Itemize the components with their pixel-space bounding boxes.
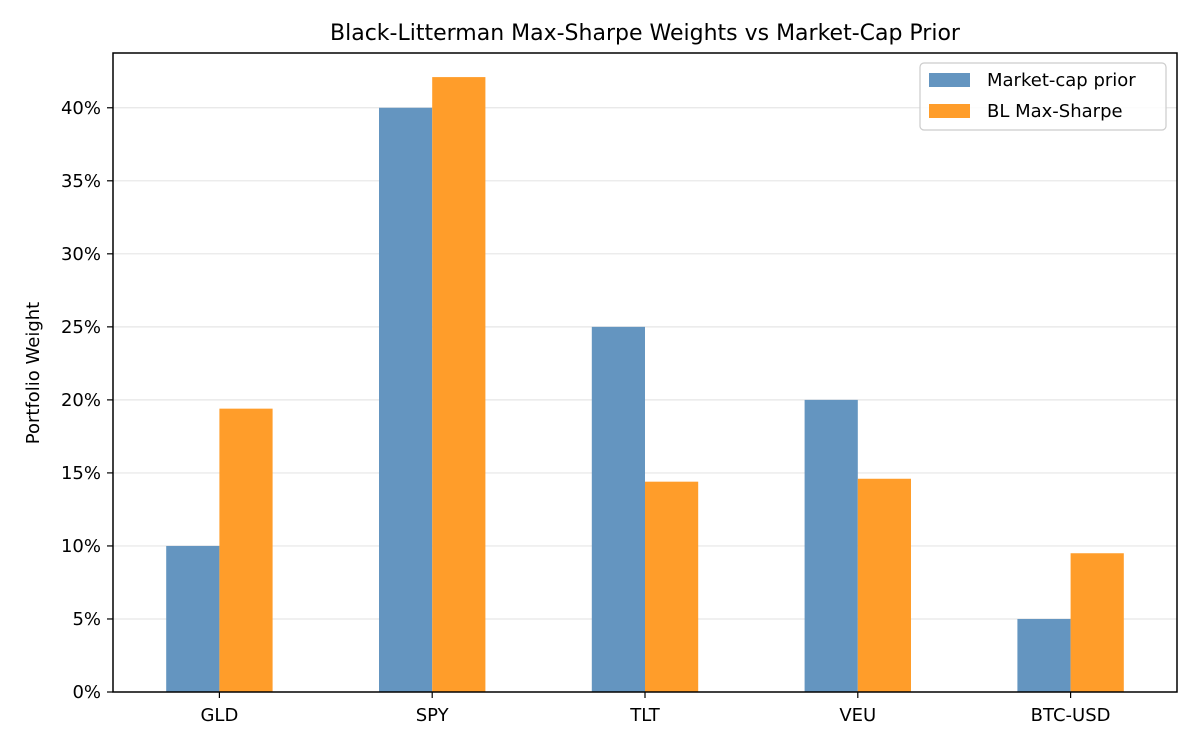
- y-tick-label: 0%: [72, 682, 101, 703]
- bar-veu-bl-max-sharpe: [857, 478, 911, 692]
- y-tick-label: 20%: [61, 390, 101, 411]
- bar-gld-market-cap-prior: [166, 545, 220, 692]
- y-tick-label: 40%: [61, 98, 101, 119]
- x-tick-label: SPY: [416, 705, 450, 726]
- bar-tlt-bl-max-sharpe: [645, 481, 699, 692]
- bar-gld-bl-max-sharpe: [219, 408, 273, 692]
- x-tick-label: VEU: [839, 705, 876, 726]
- bar-spy-bl-max-sharpe: [432, 77, 486, 692]
- legend-swatch: [929, 73, 970, 87]
- chart-title: Black-Litterman Max-Sharpe Weights vs Ma…: [330, 21, 961, 46]
- y-tick-label: 10%: [61, 536, 101, 557]
- bars: [166, 77, 1124, 693]
- bar-btc-usd-bl-max-sharpe: [1070, 553, 1124, 692]
- y-tick-label: 5%: [72, 609, 101, 630]
- y-tick-label: 30%: [61, 244, 101, 265]
- legend-box: [919, 62, 1167, 131]
- y-ticks: 0% 5% 10% 15% 20% 25% 30% 35% 40%: [61, 98, 113, 703]
- bar-btc-usd-market-cap-prior: [1017, 618, 1071, 692]
- legend-label: BL Max-Sharpe: [987, 101, 1123, 122]
- x-tick-label: BTC-USD: [1031, 705, 1111, 726]
- x-tick-label: GLD: [200, 705, 238, 726]
- legend-swatch: [929, 104, 970, 118]
- x-tick-label: TLT: [629, 705, 661, 726]
- y-tick-label: 35%: [61, 171, 101, 192]
- legend-label: Market-cap prior: [987, 70, 1136, 91]
- legend: Market-cap prior BL Max-Sharpe: [919, 62, 1167, 131]
- bar-spy-market-cap-prior: [379, 107, 433, 693]
- y-tick-label: 25%: [61, 317, 101, 338]
- bar-veu-market-cap-prior: [804, 399, 858, 692]
- y-axis-label: Portfolio Weight: [23, 302, 44, 444]
- y-tick-label: 15%: [61, 463, 101, 484]
- bar-tlt-market-cap-prior: [591, 326, 645, 692]
- x-ticks: GLD SPY TLT VEU BTC-USD: [200, 692, 1111, 726]
